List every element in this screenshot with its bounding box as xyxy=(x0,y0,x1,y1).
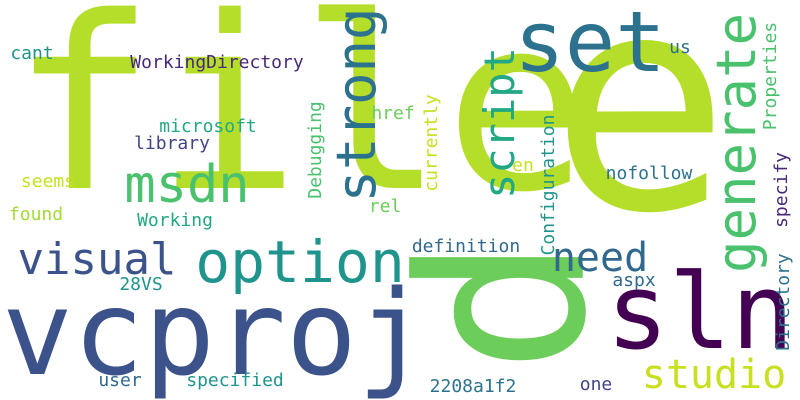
word-2208a1f2: 2208a1f2 xyxy=(429,376,517,397)
word-us: us xyxy=(669,37,691,58)
word-directory: Directory xyxy=(773,253,794,351)
word-specified: specified xyxy=(186,370,284,391)
word-specify: specify xyxy=(771,152,792,228)
word-msdn: msdn xyxy=(124,155,250,215)
word-studio: studio xyxy=(641,352,787,398)
word-library: library xyxy=(134,133,210,154)
word-user: user xyxy=(98,370,142,391)
word-properties: Properties xyxy=(760,21,781,131)
word-href: href xyxy=(371,103,415,124)
word-need: need xyxy=(551,235,649,281)
word-en: en xyxy=(512,155,534,176)
word-generate: generate xyxy=(705,12,768,274)
word-visual: visual xyxy=(17,234,177,285)
word-e: e xyxy=(549,0,731,279)
word-script: script xyxy=(475,47,524,199)
word-seems: seems xyxy=(20,171,76,192)
word-vcproj: vcproj xyxy=(1,264,429,400)
word-definition: definition xyxy=(411,236,521,257)
word-cant: cant xyxy=(10,43,54,64)
word-one: one xyxy=(579,374,613,395)
word-rel: rel xyxy=(368,196,402,217)
word-currently: currently xyxy=(421,94,442,192)
word-found: found xyxy=(8,204,64,225)
word-aspx: aspx xyxy=(612,270,656,291)
word-configuration: Configuration xyxy=(538,114,559,256)
word-workingdirectory: WorkingDirectory xyxy=(130,52,304,73)
word-working: Working xyxy=(137,210,213,231)
word-option: option xyxy=(195,228,405,296)
word-28vs: 28VS xyxy=(119,274,163,295)
word-debugging: Debugging xyxy=(305,101,326,199)
word-nofollow: nofollow xyxy=(605,163,693,184)
word-microsoft: microsoft xyxy=(159,116,257,137)
word-file: file xyxy=(11,0,589,245)
word-sln: sln xyxy=(606,251,794,373)
word-set: set xyxy=(514,0,666,91)
